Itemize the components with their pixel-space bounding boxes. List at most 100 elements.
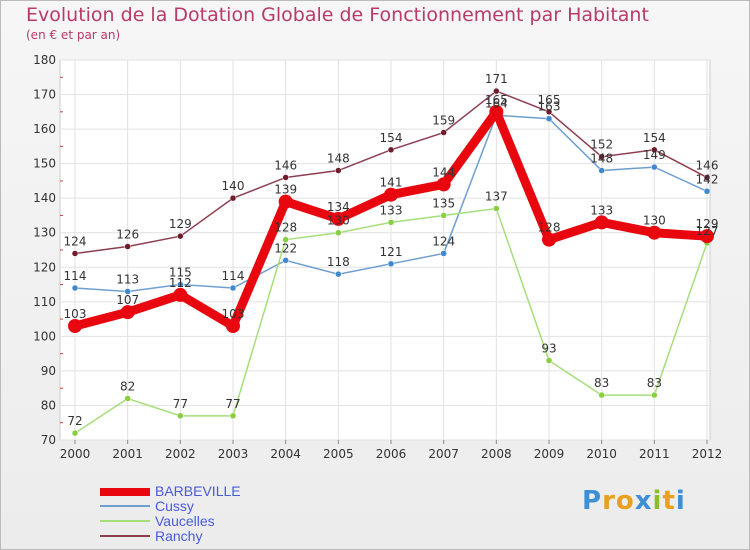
data-label-cussy: 148	[590, 152, 613, 166]
x-tick-label: 2003	[218, 447, 249, 461]
logo-letter: P	[582, 486, 603, 516]
legend-item-cussy: Cussy	[100, 498, 300, 514]
data-label-cussy: 163	[538, 100, 561, 114]
data-label-vaucelles: 77	[173, 397, 188, 411]
data-point-cussy	[71, 284, 79, 292]
data-label-ranchy: 165	[538, 93, 561, 107]
series-vaucelles	[71, 205, 711, 437]
data-label-barbeville: 129	[696, 217, 719, 231]
data-label-cussy: 142	[696, 172, 719, 186]
chart-subtitle: (en € et par an)	[26, 28, 121, 42]
chart-title: Evolution de la Dotation Globale de Fonc…	[26, 4, 649, 26]
data-label-ranchy: 129	[169, 217, 192, 231]
logo-letter: o	[615, 486, 635, 516]
x-tick-label: 2011	[639, 447, 670, 461]
data-label-barbeville: 165	[485, 93, 508, 107]
data-point-vaucelles	[598, 391, 605, 399]
y-tick-label: 100	[33, 329, 56, 343]
data-point-ranchy	[282, 174, 289, 181]
data-point-cussy	[703, 188, 711, 195]
data-point-barbeville	[384, 187, 398, 202]
data-label-barbeville: 103	[64, 307, 87, 321]
data-point-barbeville	[594, 215, 609, 230]
data-label-cussy: 114	[222, 269, 245, 283]
data-label-cussy: 164	[485, 96, 508, 110]
proxiti-logo: Proxiti	[582, 486, 686, 516]
data-label-barbeville: 139	[274, 183, 297, 197]
x-tick-label: 2001	[112, 447, 143, 461]
data-label-ranchy: 154	[643, 131, 666, 145]
data-point-cussy	[545, 115, 553, 122]
data-point-vaucelles	[651, 391, 658, 399]
data-label-cussy: 115	[169, 266, 192, 280]
data-label-vaucelles: 83	[647, 376, 662, 390]
legend-label-ranchy: Ranchy	[155, 528, 203, 544]
data-point-ranchy	[703, 174, 711, 181]
data-point-vaucelles	[177, 412, 184, 420]
data-label-barbeville: 107	[116, 293, 139, 307]
data-label-barbeville: 130	[643, 214, 666, 228]
data-point-ranchy	[71, 250, 79, 257]
data-label-vaucelles: 93	[541, 342, 556, 356]
logo-letter: i	[652, 486, 663, 516]
data-label-ranchy: 152	[590, 138, 613, 152]
data-label-vaucelles: 128	[274, 221, 297, 235]
data-point-vaucelles	[387, 219, 395, 226]
y-tick-label: 130	[33, 226, 56, 240]
y-tick-label: 110	[33, 295, 56, 309]
legend-label-vaucelles: Vaucelles	[155, 513, 215, 529]
x-tick-label: 2008	[481, 447, 512, 461]
data-label-barbeville: 144	[432, 165, 455, 179]
data-point-ranchy	[545, 108, 553, 116]
legend-swatch-cussy	[100, 505, 150, 507]
data-point-cussy	[335, 270, 342, 278]
legend-item-ranchy: Ranchy	[100, 528, 300, 544]
data-label-ranchy: 124	[64, 234, 87, 248]
data-point-barbeville	[120, 305, 135, 320]
data-label-barbeville: 134	[327, 200, 350, 214]
data-label-vaucelles: 82	[120, 380, 135, 394]
data-label-vaucelles: 77	[225, 397, 240, 411]
data-point-cussy	[598, 167, 605, 174]
data-label-ranchy: 126	[116, 228, 139, 242]
data-label-cussy: 118	[327, 255, 350, 269]
data-label-vaucelles: 127	[696, 224, 719, 238]
series-cussy	[71, 112, 711, 295]
data-point-barbeville	[68, 319, 82, 333]
data-label-ranchy: 171	[485, 72, 508, 86]
legend-swatch-ranchy	[100, 535, 150, 537]
x-tick-label: 2006	[376, 447, 407, 461]
data-point-ranchy	[229, 194, 237, 202]
data-point-barbeville	[647, 225, 662, 240]
series-barbeville	[68, 104, 714, 333]
data-label-ranchy: 140	[222, 179, 245, 193]
x-tick-label: 2007	[428, 447, 459, 461]
data-point-cussy	[124, 288, 131, 295]
logo-letter: x	[634, 486, 653, 516]
y-tick-label: 160	[33, 122, 56, 136]
data-label-ranchy: 146	[696, 158, 719, 172]
data-label-ranchy: 154	[380, 131, 403, 145]
data-label-cussy: 149	[643, 148, 666, 162]
data-point-cussy	[651, 163, 658, 171]
data-point-vaucelles	[229, 412, 237, 420]
x-tick-label: 2000	[60, 447, 91, 461]
data-label-ranchy: 159	[432, 114, 455, 128]
data-label-vaucelles: 130	[327, 214, 350, 228]
data-point-barbeville	[700, 229, 714, 244]
data-label-barbeville: 103	[222, 307, 245, 321]
data-point-ranchy	[177, 232, 184, 240]
data-point-barbeville	[489, 104, 504, 119]
data-point-vaucelles	[545, 357, 553, 364]
data-point-cussy	[282, 257, 289, 264]
legend-label-cussy: Cussy	[155, 498, 194, 514]
legend-swatch-barbeville	[100, 488, 150, 496]
y-tick-label: 150	[33, 157, 56, 171]
data-point-barbeville	[331, 211, 346, 226]
legend-item-vaucelles: Vaucelles	[100, 513, 300, 529]
data-point-vaucelles	[335, 229, 342, 236]
data-point-cussy	[229, 284, 237, 292]
logo-letter: r	[602, 486, 616, 516]
data-point-ranchy	[493, 87, 500, 95]
